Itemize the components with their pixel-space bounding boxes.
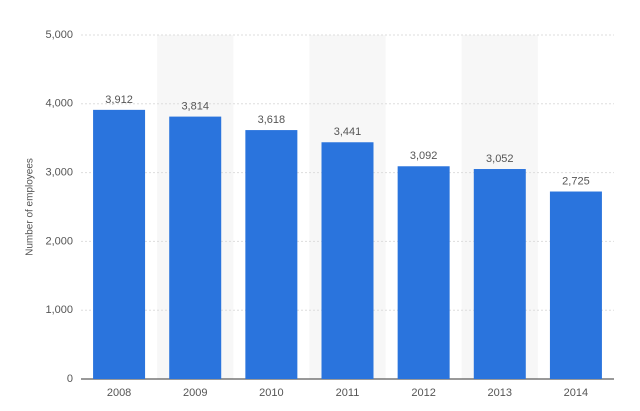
x-tick-label: 2011 (336, 387, 360, 399)
x-tick-label: 2009 (183, 387, 207, 399)
y-tick-label: 1,000 (45, 304, 73, 316)
x-tick-label: 2013 (488, 387, 512, 399)
data-label: 2,725 (562, 175, 590, 187)
y-tick-label: 5,000 (45, 29, 73, 41)
bar (549, 191, 602, 379)
bar (169, 116, 222, 379)
x-tick-label: 2010 (259, 387, 283, 399)
data-label: 3,441 (334, 126, 362, 138)
y-tick-label: 4,000 (45, 98, 73, 110)
bar (93, 109, 146, 379)
bar (473, 169, 526, 379)
data-label: 3,052 (486, 153, 514, 165)
x-tick-label: 2008 (107, 387, 131, 399)
data-label: 3,814 (181, 101, 209, 113)
bar (245, 130, 298, 379)
data-label: 3,618 (258, 114, 286, 126)
y-tick-label: 3,000 (45, 167, 73, 179)
x-tick-label: 2012 (411, 387, 435, 399)
y-tick-label: 0 (67, 373, 73, 385)
bar (397, 166, 450, 379)
data-label: 3,092 (410, 150, 438, 162)
x-tick-label: 2014 (564, 387, 588, 399)
y-axis-label: Number of employees (25, 158, 36, 256)
data-label: 3,912 (105, 94, 133, 106)
y-tick-label: 2,000 (45, 235, 73, 247)
bar (321, 142, 374, 379)
